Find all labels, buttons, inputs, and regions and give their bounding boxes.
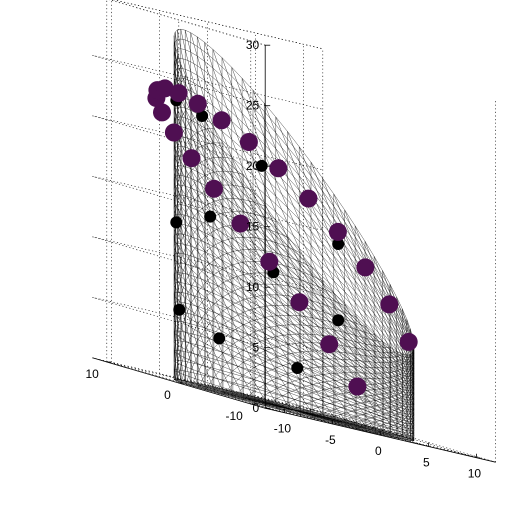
mesh-node [196,110,209,122]
marker-point [356,258,375,277]
z-tick-label: 0 [253,401,260,415]
y-tick-label: 10 [85,367,99,381]
grid-lines [92,0,496,463]
grid-line [109,0,266,46]
marker-point [205,179,223,198]
grid-line [92,236,323,292]
mesh-node [204,210,217,223]
mesh-node [332,238,345,250]
marker-point [399,332,418,351]
marker-point [169,84,188,103]
marker-point [290,293,309,312]
marker-point [348,377,367,396]
mesh-node [173,303,186,316]
x-tick-label: -5 [325,433,336,447]
mesh-node [170,216,183,229]
z-tick-label: 10 [246,280,260,294]
y-tick-label: -10 [225,409,243,423]
cylinder-mesh [170,29,415,441]
mesh-node [332,314,345,327]
marker-point [380,295,399,314]
grid-line [322,411,496,463]
marker-point [231,214,250,233]
marker-point [212,111,231,130]
y-tick-label: 0 [164,388,171,402]
marker-point [328,222,347,241]
x-tick-label: 10 [468,467,482,481]
marker-point [299,189,318,208]
mesh-node [213,332,226,345]
marker-point [153,103,171,122]
z-tick-label: 5 [253,341,260,355]
y-axis-ticks: -10 0 10 [85,361,255,423]
marker-point [320,335,339,354]
marker-point [188,94,207,113]
z-tick-label: 20 [246,159,260,173]
z-axis-ticks: 0 5 10 15 20 25 30 [246,38,271,415]
x-tick-label: 0 [375,444,382,458]
marker-point [260,252,279,271]
x-tick-label: 5 [423,455,430,469]
x-tick-label: -10 [274,422,292,436]
z-tick-label: 15 [246,220,260,234]
z-tick-label: 25 [246,99,260,113]
marker-point [164,123,183,142]
marker-point [269,159,288,178]
marker-points [147,79,418,396]
mesh-node [291,362,304,374]
marker-point [155,79,174,98]
marker-point [239,133,258,151]
z-tick-label: 30 [246,38,260,52]
mesh-node [255,159,268,172]
grid-line [92,236,266,288]
x-axis-ticks: -10 -5 0 5 10 [274,408,482,481]
mesh-wireframe [173,29,415,441]
marker-point [182,149,201,168]
